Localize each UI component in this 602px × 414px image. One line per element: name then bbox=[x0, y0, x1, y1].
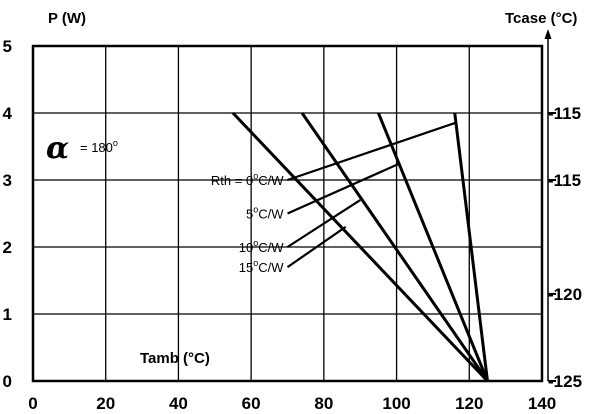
y-tick-label-4: 4 bbox=[3, 104, 13, 123]
y2-tick-label-0: -115 bbox=[548, 104, 581, 123]
rth-line-0 bbox=[288, 123, 455, 180]
right-axis-arrow bbox=[545, 29, 552, 39]
y2-tick-label-3: -125 bbox=[548, 372, 582, 391]
y-tick-label-1: 1 bbox=[3, 305, 12, 324]
y2-axis-title: Tcase (°C) bbox=[505, 10, 577, 27]
y2-tick-labels: -115 -115 -120 -125 bbox=[548, 104, 582, 391]
rth-label-1: 5oC/W bbox=[246, 205, 284, 222]
x-axis-title: Tamb (°C) bbox=[140, 350, 210, 367]
rth-label-2: 10oC/W bbox=[239, 238, 284, 255]
alpha-value: = 180o bbox=[80, 138, 118, 155]
alpha-symbol: α bbox=[46, 131, 69, 166]
x-tick-label-0: 0 bbox=[28, 394, 37, 413]
rth-label-0: Rth = 0oC/W bbox=[211, 171, 284, 188]
y-tick-label-5: 5 bbox=[3, 37, 12, 56]
y2-tick-label-2: -120 bbox=[548, 285, 582, 304]
y2-tick-label-1: -115 bbox=[548, 171, 581, 190]
rth-labels: Rth = 0oC/W 5oC/W 10oC/W 15oC/W bbox=[211, 171, 284, 275]
conduction-angle-annotation: α = 180o bbox=[46, 131, 118, 166]
x-tick-label-5: 100 bbox=[382, 394, 410, 413]
x-tick-label-7: 140 bbox=[528, 394, 556, 413]
rth-label-3: 15oC/W bbox=[239, 258, 284, 275]
y-tick-label-2: 2 bbox=[3, 238, 12, 257]
y-axis-title: P (W) bbox=[48, 10, 86, 27]
x-axis-title-text: Tamb (°C) bbox=[140, 350, 210, 367]
x-tick-label-1: 20 bbox=[96, 394, 115, 413]
x-tick-label-6: 120 bbox=[455, 394, 483, 413]
y-tick-labels: 0 1 2 3 4 5 bbox=[3, 37, 13, 391]
y-tick-label-0: 0 bbox=[3, 372, 12, 391]
y-tick-label-3: 3 bbox=[3, 171, 12, 190]
x-tick-label-2: 40 bbox=[169, 394, 188, 413]
x-tick-label-3: 60 bbox=[242, 394, 261, 413]
x-tick-labels: 0 20 40 60 80 100 120 140 bbox=[28, 394, 556, 413]
x-tick-label-4: 80 bbox=[314, 394, 333, 413]
